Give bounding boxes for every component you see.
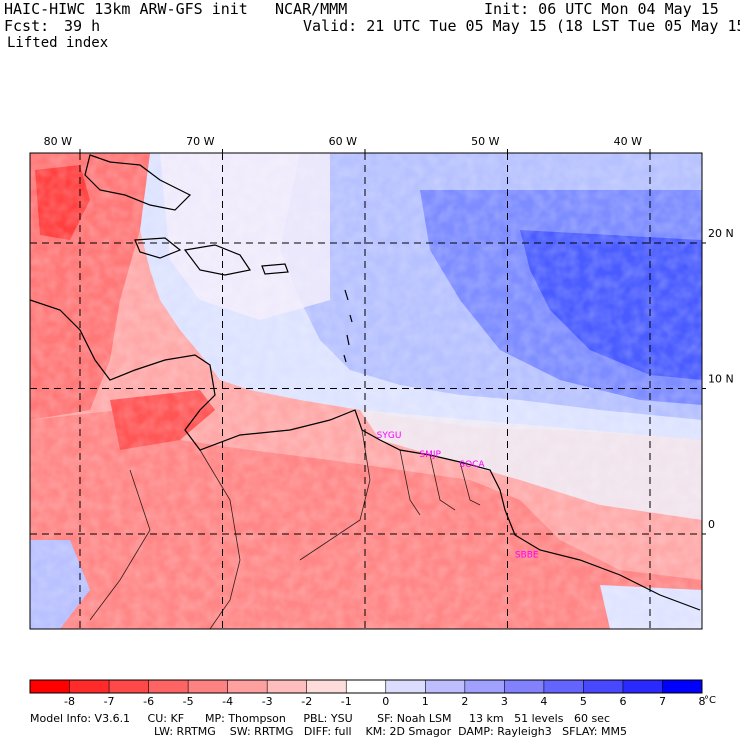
latitude-label: 20 N	[708, 227, 734, 240]
colorbar-swatch	[227, 680, 268, 693]
colorbar-swatch	[69, 680, 110, 693]
colorbar-label: 7	[659, 695, 666, 708]
model-title: HAIC-HIWC 13km ARW-GFS init	[4, 0, 248, 18]
colorbar-swatch	[464, 680, 505, 693]
longitude-label: 70 W	[186, 135, 214, 148]
colorbar-swatch	[583, 680, 624, 693]
border-venezuela-colombia	[199, 449, 241, 629]
border-guyana	[399, 449, 421, 516]
map-field	[30, 153, 702, 629]
colorbar-swatch	[662, 680, 703, 693]
station-label: SBBE	[515, 550, 539, 560]
lat-lon-grid	[30, 153, 702, 629]
colorbar-swatch	[109, 680, 150, 693]
colorbar-label: -3	[262, 695, 273, 708]
cuba-coastline	[84, 154, 192, 211]
colorbar-swatch	[504, 680, 545, 693]
colorbar-swatch	[543, 680, 584, 693]
colorbar-swatch	[622, 680, 663, 693]
colorbar-unit: °C	[704, 695, 716, 706]
colorbar-label: 1	[422, 695, 429, 708]
footer-line-2: LW: RRTMG SW: RRTMG DIFF: full KM: 2D Sm…	[154, 725, 627, 738]
station-label: SYGU	[377, 431, 402, 441]
coastlines	[30, 154, 701, 611]
colorbar-swatch	[306, 680, 347, 693]
colorbar-swatch	[30, 680, 71, 693]
lesser-antilles-coastline	[343, 289, 353, 363]
colorbar-label: -7	[104, 695, 115, 708]
border-french-guiana	[459, 461, 481, 506]
colorbar-swatch	[267, 680, 308, 693]
colorbar-label: -1	[341, 695, 352, 708]
colorbar-label: 4	[540, 695, 547, 708]
map-frame	[29, 152, 703, 630]
field-name: Lifted index	[7, 35, 109, 51]
station-labels: SYGU SMJP SOCA SBBE	[377, 431, 539, 560]
border-suriname	[429, 454, 456, 511]
latitude-labels: 20 N 10 N 0	[702, 227, 734, 535]
colorbar-label: 0	[382, 695, 389, 708]
jamaica-coastline	[134, 237, 182, 259]
border-venezuela-brazil	[299, 429, 371, 561]
valid-time: Valid: 21 UTC Tue 05 May 15 (18 LST Tue …	[303, 17, 740, 35]
colorbar-label: 8	[699, 695, 706, 708]
longitude-label: 50 W	[471, 135, 499, 148]
colorbar-label: -8	[64, 695, 75, 708]
init-time: Init: 06 UTC Mon 04 May 15	[484, 0, 719, 18]
center-label: NCAR/MMM	[275, 0, 348, 18]
footer-line-1: Model Info: V3.6.1 CU: KF MP: Thompson P…	[30, 712, 610, 725]
longitude-labels: 80 W 70 W 60 W 50 W 40 W	[44, 135, 651, 153]
latitude-label: 0	[708, 518, 715, 531]
colorbar-label: -4	[222, 695, 233, 708]
south-america-coastline	[30, 299, 701, 611]
puerto-rico-coastline	[261, 263, 289, 275]
border-colombia-peru	[89, 469, 151, 621]
colorbar: -8 -7 -6 -5 -4 -3 -2 -1 0 1 2 3 4 5 6 7 8°C	[29, 679, 716, 708]
colorbar-swatch	[148, 680, 189, 693]
colorbar-swatch	[385, 680, 426, 693]
colorbar-swatch	[346, 680, 387, 693]
colorbar-swatch	[425, 680, 466, 693]
country-borders	[89, 429, 481, 629]
colorbar-label: -5	[183, 695, 194, 708]
colorbar-label: 2	[461, 695, 468, 708]
longitude-label: 40 W	[614, 135, 642, 148]
colorbar-swatch	[188, 680, 229, 693]
colorbar-label: 3	[501, 695, 508, 708]
field-texture	[30, 153, 702, 629]
hispaniola-coastline	[183, 244, 251, 276]
forecast-hour: 39 h	[64, 17, 101, 35]
longitude-label: 80 W	[44, 135, 72, 148]
station-label: SOCA	[459, 460, 485, 470]
station-label: SMJP	[419, 450, 441, 460]
longitude-label: 60 W	[329, 135, 357, 148]
colorbar-label: -6	[143, 695, 154, 708]
forecast-label: Fcst:	[4, 17, 50, 35]
latitude-label: 10 N	[708, 373, 734, 386]
colorbar-label: 5	[580, 695, 587, 708]
colorbar-label: -2	[301, 695, 312, 708]
colorbar-label: 6	[619, 695, 626, 708]
